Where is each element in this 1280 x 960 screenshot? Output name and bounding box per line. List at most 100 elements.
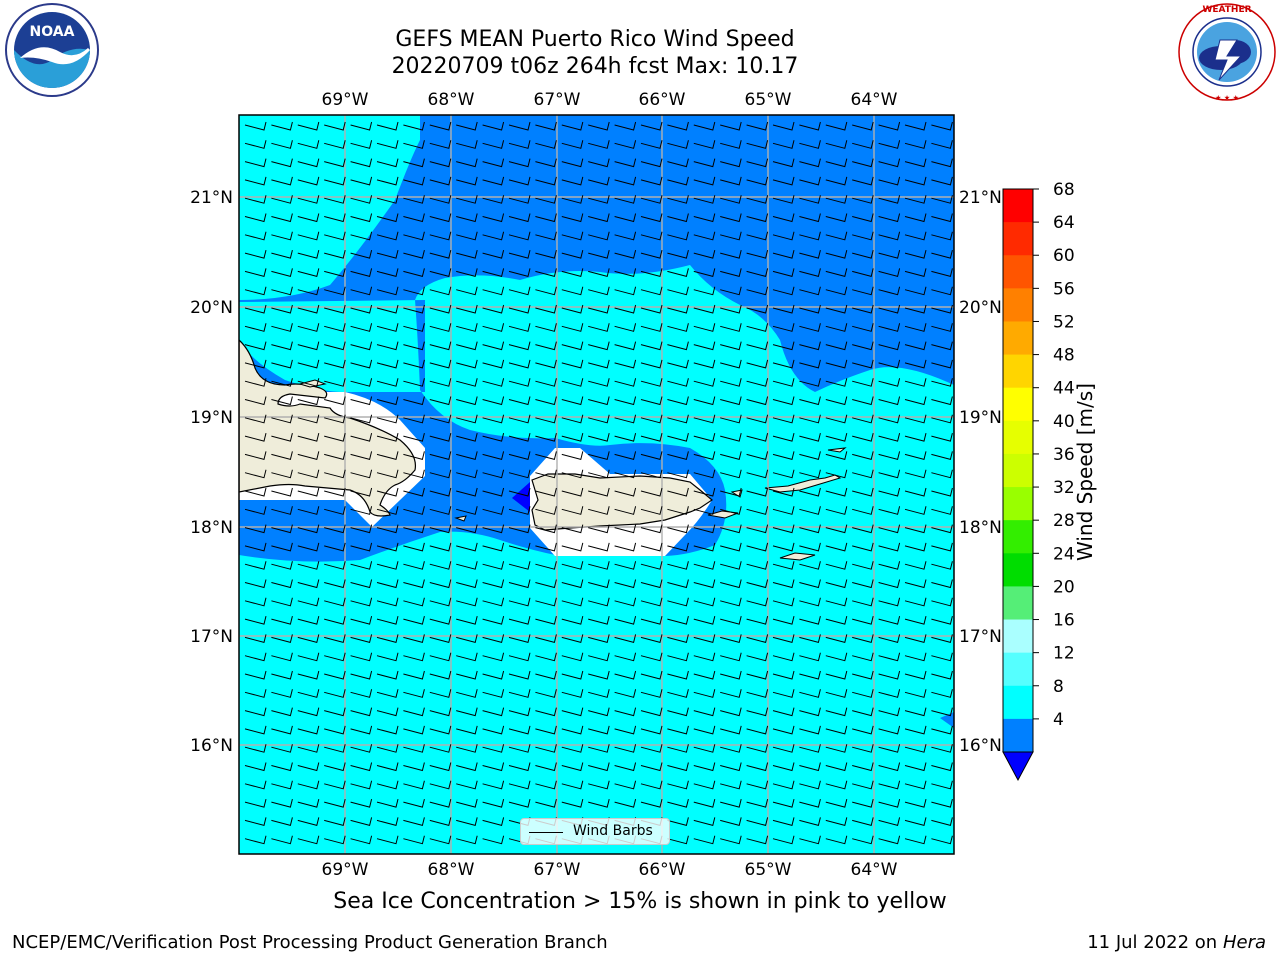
wind-barb xyxy=(482,378,505,387)
wind-barb xyxy=(535,798,557,808)
wind-barb xyxy=(324,176,346,186)
wind-barb xyxy=(904,140,927,149)
wind-barb xyxy=(482,432,505,442)
wind-barb xyxy=(376,268,399,278)
wind-barb xyxy=(931,689,953,698)
wind-barb xyxy=(324,341,346,351)
wind-barb xyxy=(878,634,901,644)
wind-barb xyxy=(588,249,610,259)
wind-barb xyxy=(244,121,267,131)
wind-barb xyxy=(403,414,425,424)
wind-barb xyxy=(271,249,293,259)
wind-barb xyxy=(324,378,346,387)
wind-barb xyxy=(614,176,637,186)
wind-barb xyxy=(614,432,637,442)
wind-barb xyxy=(746,634,769,644)
wind-barb xyxy=(429,158,452,168)
wind-barb xyxy=(799,396,821,406)
wind-barb xyxy=(825,359,848,369)
wind-barb xyxy=(561,652,584,662)
wind-barb xyxy=(667,597,689,607)
wind-barb xyxy=(297,176,320,186)
wind-barb xyxy=(297,231,320,241)
wind-barb xyxy=(878,304,901,314)
wind-barb xyxy=(403,286,425,296)
wind-barb xyxy=(271,762,293,772)
wind-barb xyxy=(640,487,663,497)
wind-barb xyxy=(508,121,531,131)
wind-barb xyxy=(403,432,425,442)
wind-barb xyxy=(825,615,848,625)
wind-barb xyxy=(772,689,795,698)
wind-barb xyxy=(297,506,320,515)
wind-barb xyxy=(878,597,901,607)
wind-barb xyxy=(799,213,821,223)
wind-barb xyxy=(244,396,267,406)
wind-barb xyxy=(297,524,320,534)
wind-barb xyxy=(931,652,953,662)
wind-barb xyxy=(746,231,769,241)
wind-barb xyxy=(799,323,821,332)
wind-barb xyxy=(588,323,610,332)
wind-barb xyxy=(825,798,848,808)
wind-barb xyxy=(376,414,399,424)
wind-barb xyxy=(508,579,531,589)
wind-barb xyxy=(772,725,795,735)
noaa-logo: NOAA xyxy=(5,3,99,97)
map-frame xyxy=(238,114,955,855)
wind-barb xyxy=(772,762,795,772)
wind-barb xyxy=(535,378,557,387)
lon-label-top: 67°W xyxy=(534,90,581,110)
wind-barb xyxy=(746,176,769,186)
wind-barb xyxy=(244,780,267,790)
colorbar-segment xyxy=(1003,553,1033,587)
lat-label-left: 18°N xyxy=(190,518,233,538)
wind-barb xyxy=(403,652,425,662)
wind-barb xyxy=(535,652,557,662)
wind-barb xyxy=(746,725,769,735)
wind-barb xyxy=(297,414,320,424)
wind-barb xyxy=(429,835,452,845)
colorbar-tick-label: 16 xyxy=(1053,611,1075,631)
wind-barb xyxy=(640,670,663,680)
wind-barb xyxy=(746,762,769,772)
wind-barb xyxy=(456,707,478,717)
wind-barb xyxy=(429,744,452,753)
wind-barb xyxy=(588,487,610,497)
wind-barb xyxy=(720,469,742,479)
wind-barb xyxy=(667,744,689,753)
wind-barb xyxy=(561,304,584,314)
wind-barb xyxy=(244,744,267,753)
wind-barb xyxy=(799,231,821,241)
wind-barb xyxy=(350,634,373,644)
wind-barb xyxy=(667,195,689,204)
wind-barb xyxy=(482,359,505,369)
colorbar-tick-label: 8 xyxy=(1053,677,1064,697)
wind-barb xyxy=(904,634,927,644)
wind-barb xyxy=(904,414,927,424)
wind-barb xyxy=(456,615,478,625)
wind-barb xyxy=(561,231,584,241)
wind-barb xyxy=(588,561,610,570)
wind-barb xyxy=(271,634,293,644)
wind-barb xyxy=(825,195,848,204)
wind-barb xyxy=(456,689,478,698)
wind-barb xyxy=(614,652,637,662)
wind-barb xyxy=(825,487,848,497)
wind-barb xyxy=(588,597,610,607)
wind-barb xyxy=(931,323,953,332)
wind-barb xyxy=(403,249,425,259)
colorbar-segment xyxy=(1003,222,1033,256)
wind-barb xyxy=(746,359,769,369)
wind-barb xyxy=(852,432,874,442)
wind-barb xyxy=(931,176,953,186)
wind-barb xyxy=(720,304,742,314)
wind-barb xyxy=(271,689,293,698)
wind-barb xyxy=(482,579,505,589)
wind-barb xyxy=(720,121,742,131)
wind-barb xyxy=(720,652,742,662)
wind-barb xyxy=(244,597,267,607)
wind-barb xyxy=(508,359,531,369)
wind-barb xyxy=(772,304,795,314)
wind-barb xyxy=(852,579,874,589)
